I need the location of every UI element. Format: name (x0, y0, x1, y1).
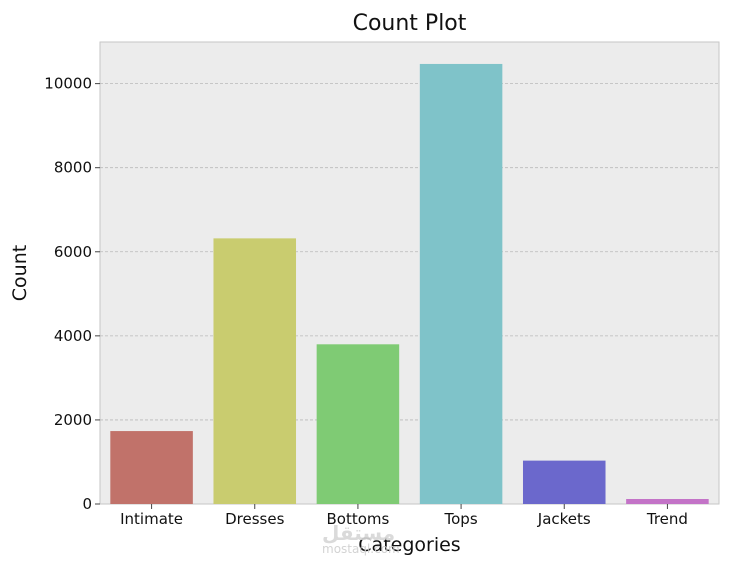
x-tick-label-trend: Trend (646, 510, 688, 528)
x-tick-label-bottoms: Bottoms (326, 510, 389, 528)
bar-intimate (110, 431, 193, 504)
x-axis-ticks: Intimate Dresses Bottoms Tops Jackets Trend (120, 504, 688, 528)
watermark: مستقل mostaql.com (322, 521, 422, 556)
bar-jackets (522, 460, 606, 504)
x-tick-label-dresses: Dresses (225, 510, 284, 528)
watermark-text: mostaql.com (322, 542, 400, 556)
bars (110, 63, 709, 505)
bar-tops (419, 63, 503, 505)
watermark-logo: مستقل (322, 521, 396, 545)
bar-dresses (213, 238, 297, 504)
x-tick-label-intimate: Intimate (120, 510, 183, 528)
y-tick-label-6000: 6000 (54, 243, 92, 261)
chart-title: Count Plot (353, 11, 467, 36)
y-axis-label: Count (9, 245, 31, 301)
bar-bottoms (316, 344, 400, 504)
y-tick-label-8000: 8000 (54, 159, 92, 177)
y-tick-label-2000: 2000 (54, 411, 92, 429)
plot-area (99, 41, 720, 505)
bar-trend (626, 498, 709, 504)
y-tick-label-0: 0 (82, 495, 92, 513)
y-axis-ticks: 0 2000 4000 6000 8000 10000 (44, 75, 100, 513)
x-axis-label: Categories (358, 534, 460, 556)
x-tick-label-jackets: Jackets (537, 510, 591, 528)
y-tick-label-10000: 10000 (44, 75, 92, 93)
x-tick-label-tops: Tops (444, 510, 478, 528)
y-tick-label-4000: 4000 (54, 327, 92, 345)
grid-lines (100, 83, 719, 421)
